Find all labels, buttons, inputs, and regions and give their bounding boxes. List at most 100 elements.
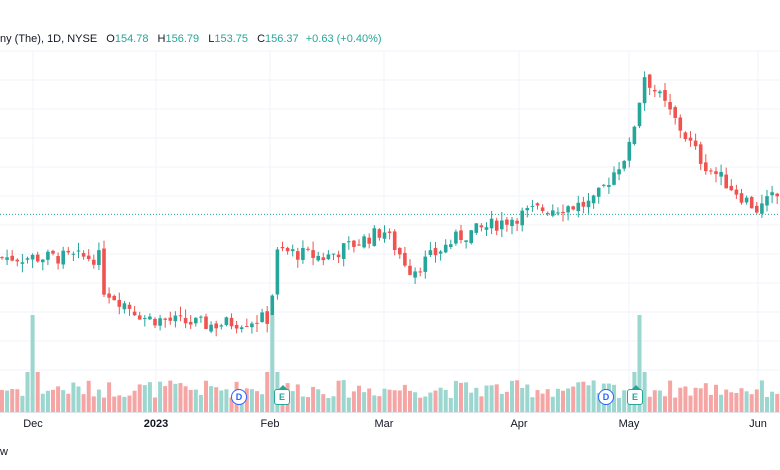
volume-bar (244, 388, 249, 412)
candle-body (143, 318, 147, 320)
candle-body (602, 184, 606, 186)
candle-body (443, 244, 448, 253)
volume-bar (265, 372, 270, 412)
volume-bar (61, 390, 66, 412)
candle-body (173, 315, 178, 322)
open-value: 154.78 (114, 33, 149, 45)
volume-bar (122, 396, 127, 412)
candle-body (668, 102, 672, 110)
candle-body (204, 316, 208, 329)
candle-body (612, 172, 616, 185)
volume-bar (617, 397, 622, 412)
earnings-marker[interactable]: E (274, 385, 290, 405)
candle-body (168, 317, 173, 321)
candle-body (647, 74, 652, 88)
volume-bar (510, 380, 514, 412)
candle-body (423, 256, 428, 272)
volume-bar (362, 392, 367, 412)
volume-bar (566, 388, 571, 412)
candle-body (127, 304, 132, 309)
candle-body (71, 253, 76, 255)
candle-body (265, 311, 269, 324)
candle-body (51, 250, 55, 254)
candle-body (148, 316, 152, 320)
volume-bar (555, 388, 560, 412)
volume-bar (25, 372, 30, 412)
volume-bar (316, 389, 321, 412)
volume-bar (734, 392, 739, 412)
candle-body (97, 250, 101, 265)
symbol-label: ny (The), 1D, NYSE (0, 33, 98, 45)
candle-body (607, 185, 611, 187)
candle-body (739, 193, 744, 203)
price-chart[interactable] (0, 0, 780, 412)
x-tick-label: Mar (374, 418, 394, 430)
volume-bar (703, 383, 708, 412)
volume-bar (663, 396, 667, 412)
volume-bar (306, 397, 310, 412)
candle-body (673, 107, 677, 118)
volume-bar (535, 390, 540, 412)
candle-body (301, 247, 305, 260)
candle-body (581, 201, 586, 207)
volume-bar (40, 393, 45, 412)
candle-body (260, 312, 264, 323)
candle-body (122, 303, 127, 310)
volume-bar (474, 387, 479, 412)
x-tick-label: Dec (23, 418, 43, 430)
candle-body (525, 208, 530, 211)
candle-body (183, 317, 188, 324)
candle-body (428, 250, 433, 255)
volume-bar (112, 396, 117, 412)
candle-body (500, 220, 504, 230)
x-tick-label: Apr (510, 418, 528, 430)
volume-bar (351, 391, 356, 412)
volume-bar (397, 390, 402, 412)
volume-bar (453, 380, 458, 412)
volume-bar (729, 392, 734, 412)
candle-body (520, 210, 524, 226)
volume-bar (739, 388, 744, 412)
candle-body (5, 257, 9, 260)
candle-body (25, 258, 30, 260)
dividend-marker[interactable]: D (598, 389, 614, 405)
candle-body (296, 251, 300, 260)
candle-body (336, 254, 341, 258)
candle-body (683, 132, 688, 140)
candle-body (494, 220, 499, 231)
volume-bar (754, 389, 759, 412)
volume-bar (612, 384, 616, 412)
candle-body (92, 259, 96, 265)
candle-body (576, 202, 581, 212)
candle-body (484, 227, 489, 230)
volume-bar (576, 382, 581, 412)
volume-bar (56, 386, 61, 412)
candle-body (239, 327, 244, 330)
volume-bar (418, 397, 423, 412)
earnings-marker[interactable]: E (627, 385, 643, 405)
close-value: 156.37 (265, 33, 299, 45)
candle-body (719, 171, 723, 177)
volume-bar (117, 395, 122, 412)
candle-body (107, 293, 111, 298)
dividend-marker[interactable]: D (231, 389, 247, 405)
candle-body (449, 244, 453, 247)
candle-body (474, 223, 479, 233)
time-axis[interactable]: Dec 2023 Feb Mar Apr May Jun (0, 412, 780, 435)
footer-text: w (0, 446, 8, 458)
candle-body (163, 318, 167, 320)
candle-body (316, 255, 320, 261)
candle-body (709, 170, 713, 172)
candle-body (464, 240, 468, 242)
volume-bar (91, 396, 96, 412)
volume-bar (331, 396, 336, 412)
top-bar (0, 0, 780, 24)
candle-body (653, 89, 657, 92)
volume-bar (479, 396, 484, 412)
volume-bar (336, 380, 341, 412)
volume-bar (300, 396, 305, 412)
volume-bar (448, 397, 453, 412)
volume-bar (408, 390, 412, 412)
volume-bar (586, 385, 591, 412)
candle-body (734, 189, 739, 195)
